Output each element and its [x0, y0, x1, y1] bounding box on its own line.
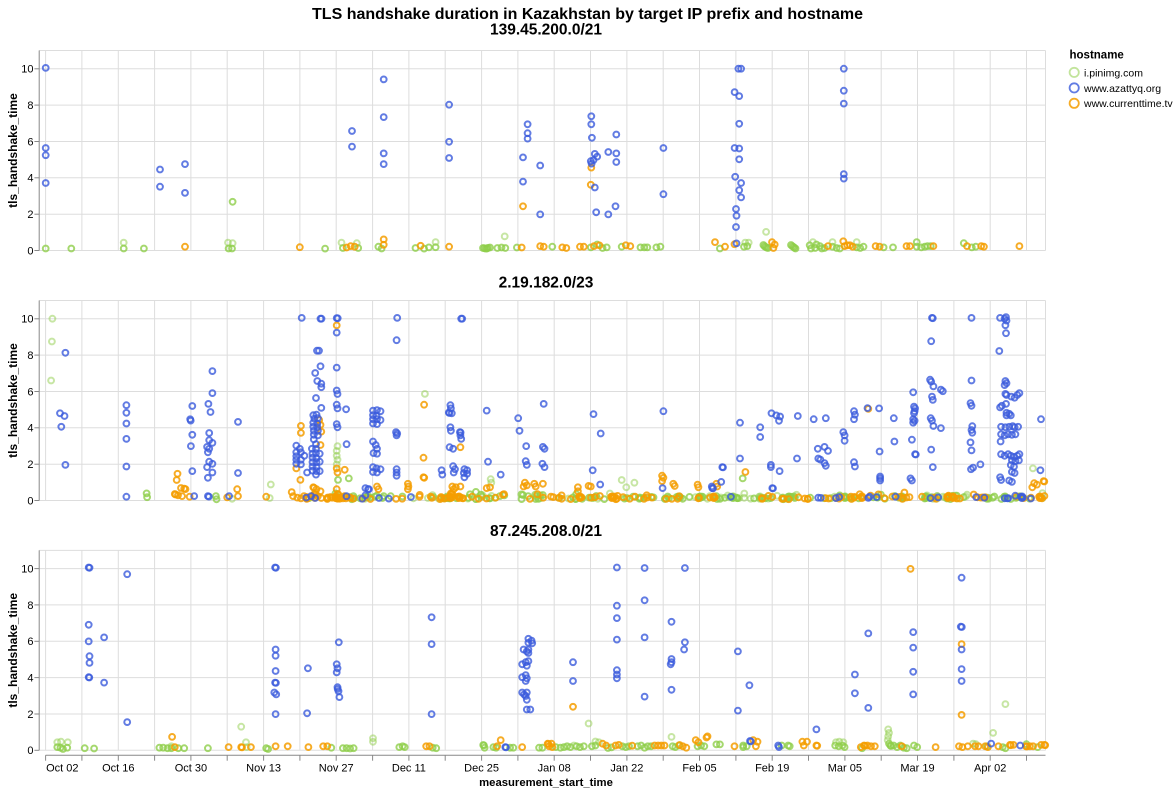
svg-text:6: 6 [27, 136, 33, 148]
svg-text:TLS handshake duration in Kaza: TLS handshake duration in Kazakhstan by … [312, 6, 863, 23]
svg-text:Apr 02: Apr 02 [974, 763, 1006, 775]
svg-text:Oct 02: Oct 02 [46, 763, 78, 775]
svg-text:2: 2 [27, 459, 33, 471]
svg-text:0: 0 [27, 745, 33, 757]
svg-text:tls_handshake_time: tls_handshake_time [6, 93, 20, 208]
svg-text:measurement_start_time: measurement_start_time [479, 777, 613, 789]
svg-text:Dec 11: Dec 11 [392, 763, 426, 775]
svg-text:8: 8 [27, 600, 33, 612]
svg-text:2: 2 [27, 709, 33, 721]
svg-text:10: 10 [21, 64, 33, 76]
svg-text:Feb 19: Feb 19 [755, 763, 789, 775]
svg-text:www.azattyq.org: www.azattyq.org [1083, 83, 1161, 95]
svg-text:87.245.208.0/21: 87.245.208.0/21 [490, 523, 602, 540]
svg-text:6: 6 [27, 636, 33, 648]
svg-text:Oct 16: Oct 16 [102, 763, 134, 775]
svg-text:10: 10 [21, 564, 33, 576]
svg-text:Dec 25: Dec 25 [464, 763, 499, 775]
svg-text:8: 8 [27, 100, 33, 112]
svg-text:4: 4 [27, 673, 33, 685]
svg-text:tls_handshake_time: tls_handshake_time [6, 593, 20, 708]
svg-text:10: 10 [21, 314, 33, 326]
svg-text:139.45.200.0/21: 139.45.200.0/21 [490, 21, 602, 38]
svg-text:2: 2 [27, 209, 33, 221]
svg-text:Jan 08: Jan 08 [538, 763, 571, 775]
svg-text:tls_handshake_time: tls_handshake_time [6, 343, 20, 458]
svg-text:Nov 27: Nov 27 [319, 763, 354, 775]
svg-text:Feb 05: Feb 05 [682, 763, 716, 775]
svg-text:hostname: hostname [1070, 50, 1124, 62]
svg-text:4: 4 [27, 173, 33, 185]
svg-text:Oct 30: Oct 30 [175, 763, 207, 775]
svg-text:4: 4 [27, 423, 33, 435]
svg-text:Mar 05: Mar 05 [828, 763, 862, 775]
svg-text:2.19.182.0/23: 2.19.182.0/23 [499, 275, 594, 292]
svg-text:www.currenttime.tv: www.currenttime.tv [1083, 98, 1173, 110]
svg-text:Jan 22: Jan 22 [610, 763, 643, 775]
svg-text:6: 6 [27, 386, 33, 398]
svg-text:0: 0 [27, 245, 33, 257]
svg-text:8: 8 [27, 350, 33, 362]
svg-text:i.pinimg.com: i.pinimg.com [1084, 67, 1143, 79]
svg-text:0: 0 [27, 495, 33, 507]
svg-text:Nov 13: Nov 13 [246, 763, 281, 775]
svg-text:Mar 19: Mar 19 [900, 763, 934, 775]
